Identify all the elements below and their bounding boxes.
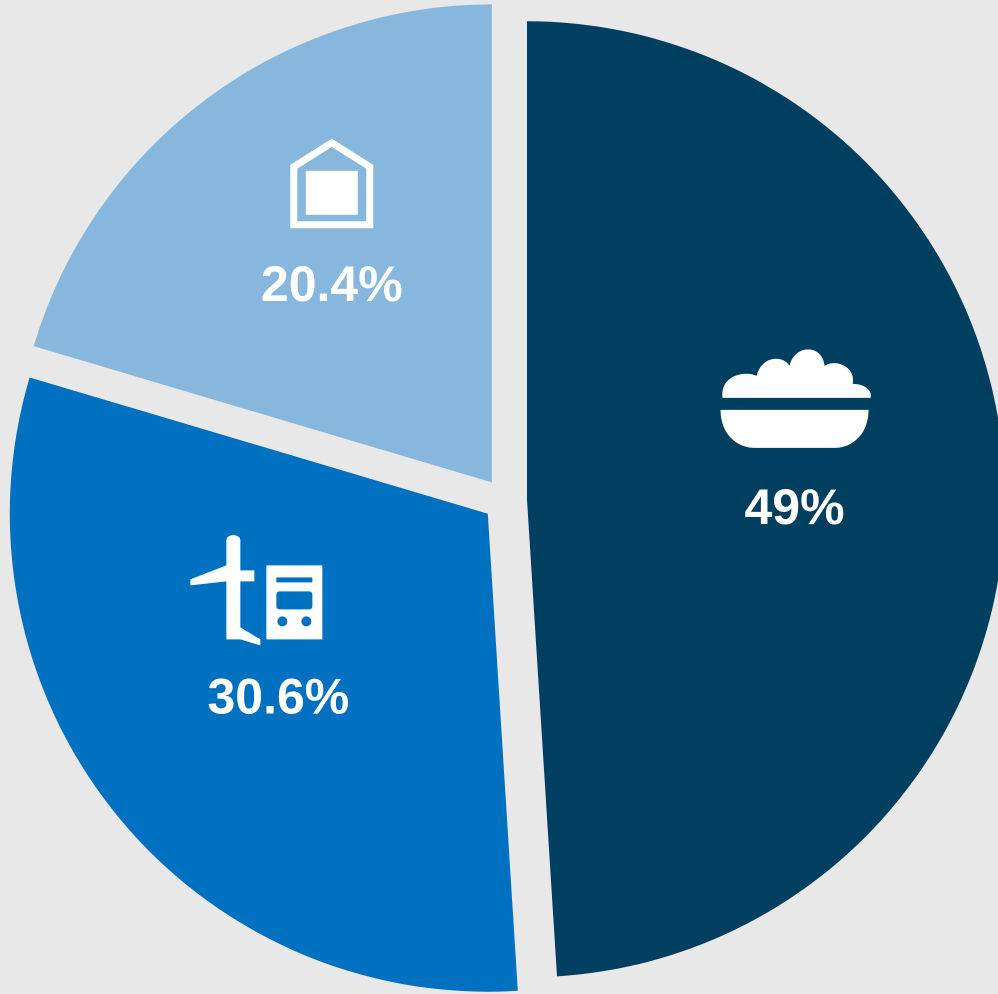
icon-house-inner	[305, 170, 358, 215]
icon-truck-light	[277, 616, 288, 627]
value-label: 30.6%	[207, 669, 349, 725]
icon-bowl	[722, 349, 871, 398]
slice-icon	[190, 535, 323, 646]
icon-truck-window	[276, 591, 313, 610]
value-label: 49%	[744, 479, 844, 535]
slice-icon	[720, 349, 871, 448]
icon-bowl-base	[720, 409, 869, 448]
pie-slice	[9, 377, 518, 992]
icon-house	[290, 138, 374, 229]
slice-icon	[290, 138, 374, 229]
icon-truck-stripe	[276, 577, 313, 583]
value-label: 20.4%	[261, 256, 403, 312]
pie-slice	[33, 4, 492, 483]
pie-slice	[526, 21, 998, 977]
icon-truck-light	[301, 616, 312, 627]
